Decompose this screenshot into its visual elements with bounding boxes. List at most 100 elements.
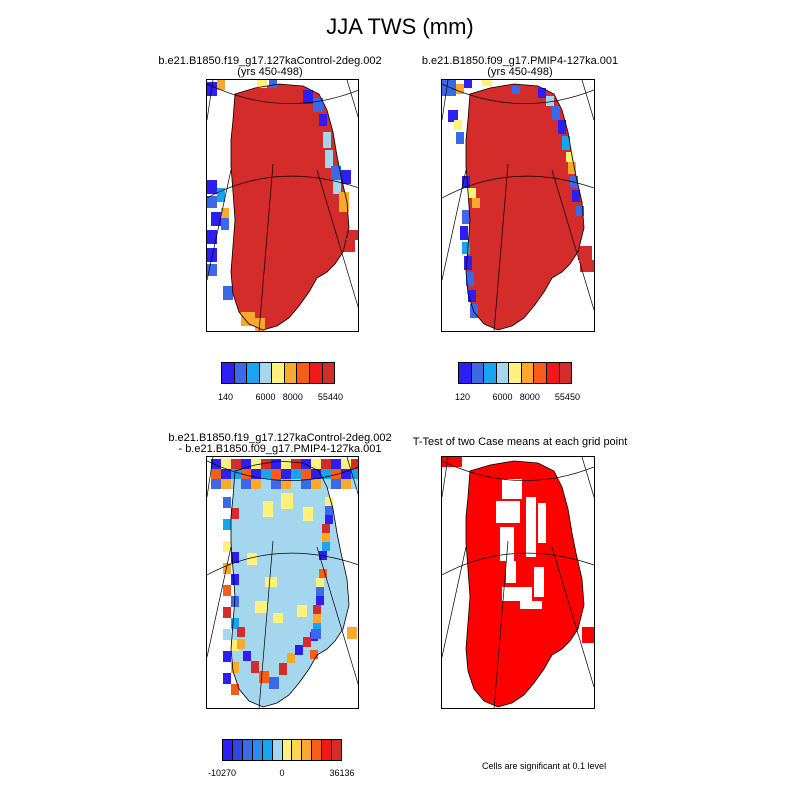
grid-cell: [311, 459, 321, 469]
grid-cell: [351, 469, 358, 479]
grid-cell: [279, 663, 287, 675]
grid-cell: [241, 479, 251, 489]
grid-cell: [331, 459, 341, 469]
grid-cell: [303, 637, 311, 647]
grid-cell: [576, 206, 584, 216]
grid-cell: [472, 198, 480, 208]
grid-cell: [231, 574, 239, 585]
grid-cell: [259, 671, 269, 683]
grid-cell: [223, 673, 231, 684]
grid-cell: [207, 248, 217, 262]
grid-cell: [231, 508, 239, 519]
colorbar-swatch: [223, 740, 233, 760]
colorbar-swatch: [272, 740, 283, 760]
colorbar-tick-label: 6000: [255, 392, 276, 402]
grid-cell: [520, 601, 542, 609]
graticule-lines: [207, 457, 358, 708]
tws-difference-map: [207, 457, 358, 708]
colorbar-swatch: [496, 363, 510, 383]
map-panel-difference: [206, 456, 359, 709]
colorbar-swatch: [322, 740, 333, 760]
grid-cell: [482, 80, 492, 86]
grid-cell: [322, 533, 330, 542]
grid-cell: [223, 519, 231, 530]
colorbar-tick-label: 8000: [282, 392, 303, 402]
grid-cell: [341, 170, 351, 184]
grid-cell: [231, 530, 239, 541]
grid-cell: [291, 469, 301, 479]
graticule-lines: [442, 457, 594, 708]
colorbar-swatch: [309, 363, 323, 383]
colorbar-swatch: [297, 363, 310, 383]
grid-cell: [237, 639, 245, 649]
grid-cell: [466, 272, 474, 286]
grid-cell: [512, 86, 520, 94]
grid-cell: [500, 527, 514, 561]
grid-cell: [281, 479, 291, 489]
grid-cell: [468, 290, 476, 302]
grid-cell: [207, 196, 217, 208]
grid-cell: [223, 585, 231, 596]
colorbar-control: [221, 362, 335, 384]
grid-cell: [319, 560, 327, 569]
grid-cell: [460, 226, 468, 240]
grid-cell: [223, 607, 231, 618]
grid-cell: [241, 312, 255, 326]
grid-cell: [301, 469, 311, 479]
grid-cell: [316, 587, 324, 596]
grid-cell: [211, 459, 221, 469]
colorbar-tick-label: 6000: [492, 392, 513, 402]
grid-cell: [321, 479, 331, 489]
colorbar-swatch: [272, 363, 285, 383]
colorbar-swatch: [232, 740, 243, 760]
grid-cell: [241, 469, 251, 479]
grid-cell: [316, 578, 324, 587]
colorbar-swatch: [302, 740, 313, 760]
grid-cell: [331, 479, 341, 489]
grid-cell: [311, 469, 321, 479]
grid-cell: [231, 640, 239, 651]
panel2-title-line2: (yrs 450-498): [487, 66, 553, 78]
colorbar-swatch: [521, 363, 535, 383]
grid-cell: [566, 152, 574, 162]
grid-cell: [448, 110, 458, 122]
grid-cell: [325, 150, 333, 168]
grid-cell: [295, 645, 303, 655]
colorbar-tick-label: 120: [455, 392, 471, 402]
grid-cell: [223, 286, 233, 300]
colorbar-swatch: [559, 363, 572, 383]
grid-cell: [311, 629, 321, 639]
colorbar-tick-label: 55440: [317, 392, 343, 402]
figure-title: JJA TWS (mm): [326, 14, 474, 39]
colorbar-swatch: [484, 363, 497, 383]
colorbar-swatch: [234, 363, 248, 383]
grid-cell: [207, 180, 217, 194]
grid-cell: [568, 162, 576, 174]
significance-note: Cells are significant at 0.1 level: [482, 761, 607, 771]
panel1-title-line2: (yrs 450-498): [237, 66, 303, 78]
tws-map-pmip4: [442, 80, 594, 331]
grid-cell: [231, 662, 239, 673]
grid-cell: [534, 567, 544, 597]
grid-cell: [265, 577, 277, 587]
grid-cell: [572, 190, 580, 202]
grid-cell: [339, 192, 349, 212]
grid-cell: [217, 80, 225, 90]
grid-cell: [287, 653, 295, 663]
grid-cell: [223, 563, 231, 574]
grid-cell: [257, 80, 267, 88]
colorbar-swatch: [222, 363, 235, 383]
colorbar-swatch: [252, 740, 263, 760]
grid-cell: [331, 166, 341, 180]
grid-cell: [578, 246, 592, 260]
grid-cell: [325, 515, 333, 524]
tws-map-control: [207, 80, 358, 331]
colorbar-tick-label: 0: [279, 768, 285, 778]
grid-cell: [580, 260, 594, 272]
grid-cell: [261, 479, 271, 489]
grid-cell: [269, 677, 279, 689]
grid-cell: [456, 132, 464, 144]
grid-cell: [231, 479, 241, 489]
grid-cell: [207, 264, 217, 276]
grid-cell: [255, 318, 265, 331]
